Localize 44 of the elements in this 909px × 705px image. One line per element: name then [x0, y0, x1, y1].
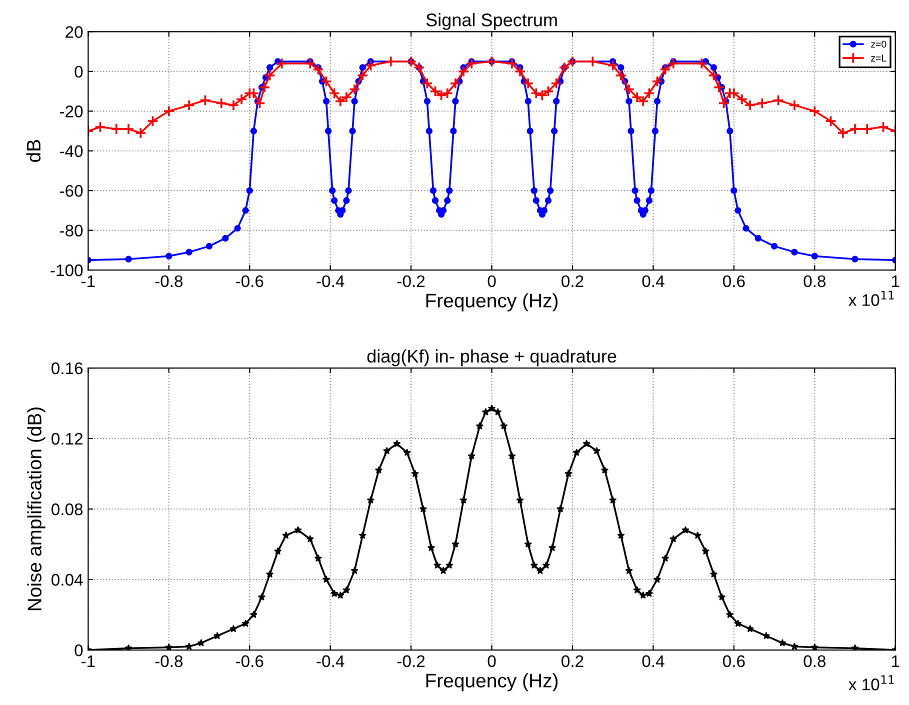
x-tick-label: 0.4	[642, 275, 664, 288]
y-axis-title: Noise amplification (dB)	[27, 408, 46, 610]
y-tick-label: 0.16	[52, 362, 83, 374]
y-tick-label: -60	[60, 184, 83, 197]
y-tick-label: -80	[60, 224, 83, 237]
legend-label: z=L	[871, 54, 886, 62]
text: x 10$^{11}$	[848, 290, 894, 306]
chart-title: Signal Spectrum	[426, 13, 557, 30]
y-tick-label: 0	[74, 644, 83, 656]
x-tick-label: 0.2	[562, 655, 584, 668]
x-tick-label: 0.2	[562, 275, 584, 288]
x-tick-label: 0.8	[804, 655, 826, 668]
x-tick-label: 0	[488, 275, 496, 288]
x-tick-label: -1	[82, 275, 95, 287]
x-tick-label: 0	[488, 655, 496, 668]
x-tick-label: -0.6	[236, 655, 264, 668]
x-tick-label: -0.8	[155, 655, 183, 668]
x-tick-label: -0.8	[155, 275, 183, 288]
x-tick-label: 1	[892, 275, 900, 287]
text: x 10$^{11}$	[848, 675, 894, 690]
y-tick-label: 0	[74, 66, 83, 78]
y-tick-label: 0.08	[52, 503, 83, 516]
y-tick-label: -20	[60, 106, 83, 118]
y-tick-label: -40	[60, 145, 83, 158]
x-tick-label: -0.6	[236, 275, 264, 288]
x-tick-label: 0.8	[804, 275, 826, 288]
y-axis-title: dB	[26, 140, 41, 162]
legend-label: z=0	[871, 40, 886, 48]
y-tick-label: 20	[66, 26, 83, 38]
x-tick-label: 0.6	[722, 275, 745, 288]
y-tick-label: -100	[50, 264, 83, 276]
x-tick-label: 0.6	[722, 655, 745, 668]
chart-title: diag(Kf) in- phase + quadrature	[367, 349, 616, 366]
x-tick-label: -0.2	[397, 655, 425, 668]
y-tick-label: 0.04	[52, 574, 83, 586]
x-axis-title: Frequency (Hz)	[426, 293, 558, 312]
x-tick-label: -0.4	[316, 275, 344, 288]
x-tick-label: 1	[892, 655, 900, 667]
x-tick-label: 0.4	[642, 655, 664, 668]
x-tick-label: -1	[82, 655, 95, 667]
x-tick-label: -0.4	[316, 655, 344, 668]
x-tick-label: -0.2	[397, 275, 425, 288]
x-axis-title: Frequency (Hz)	[426, 673, 558, 692]
y-tick-label: 0.12	[52, 432, 82, 445]
